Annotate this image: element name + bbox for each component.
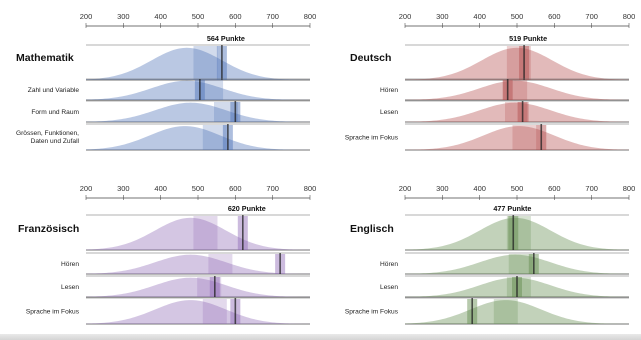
distribution-area [405, 300, 629, 324]
axis-tick-label: 600 [229, 12, 242, 21]
subject-chart-0: 200 300 400 500 600 700 800 Zahl und Variable Fo… [16, 12, 317, 151]
central-band [193, 46, 218, 80]
axis-tick-label: 800 [623, 184, 636, 193]
axis-tick-label: 200 [399, 184, 412, 193]
distribution-area [86, 80, 310, 100]
axis-tick-label: 200 [80, 184, 93, 193]
distribution-area [405, 254, 629, 274]
row-label: Zahl und Variable [28, 87, 80, 94]
subject-title: Französisch [18, 223, 79, 235]
central-band [193, 216, 218, 250]
axis-tick-label: 400 [473, 184, 486, 193]
axis-tick-label: 600 [548, 12, 561, 21]
row-label: Lesen [380, 109, 398, 116]
distribution-area [86, 300, 310, 324]
distribution-area [405, 102, 629, 122]
central-band [506, 216, 531, 250]
bottom-shadow [0, 334, 641, 340]
central-band [508, 254, 533, 274]
score-label: 477 Punkte [493, 204, 531, 213]
distribution-area [405, 126, 629, 150]
distribution-area [405, 47, 629, 80]
central-band [493, 299, 518, 324]
central-band [503, 80, 528, 100]
subject-chart-2: 200 300 400 500 600 700 800 Hören Lesen Sprache i… [18, 184, 317, 325]
distribution-area [86, 217, 310, 250]
axis-tick-label: 700 [585, 12, 598, 21]
subject-chart-1: 200 300 400 500 600 700 800 Hören Lesen Sprache i… [345, 12, 636, 151]
axis-tick-label: 600 [548, 184, 561, 193]
row-label: Form und Raum [31, 109, 79, 116]
row-label: Sprache im Fokus [345, 309, 399, 316]
distribution-area [86, 47, 310, 80]
central-band [506, 46, 531, 80]
central-band [199, 80, 224, 100]
axis-tick-label: 700 [585, 184, 598, 193]
axis-tick-label: 700 [266, 184, 279, 193]
distribution-area [405, 80, 629, 100]
axis-tick-label: 300 [436, 184, 449, 193]
axis-tick-label: 700 [266, 12, 279, 21]
axis-tick-label: 800 [304, 12, 317, 21]
score-label: 564 Punkte [207, 34, 245, 43]
subject-title: Mathematik [16, 52, 74, 64]
axis-tick-label: 500 [192, 12, 205, 21]
axis-tick-label: 600 [229, 184, 242, 193]
axis-tick-label: 300 [436, 12, 449, 21]
central-band [506, 277, 531, 297]
row-label: Grössen, Funktionen, Daten und Zufall [16, 130, 80, 145]
central-band [202, 299, 227, 324]
axis-tick-label: 300 [117, 184, 130, 193]
row-label: Lesen [380, 284, 398, 291]
row-label: Hören [380, 87, 398, 94]
axis-tick-label: 400 [154, 184, 167, 193]
axis-tick-label: 200 [399, 12, 412, 21]
subject-title: Deutsch [350, 52, 391, 64]
row-label: Sprache im Fokus [26, 309, 80, 316]
row-label: Hören [61, 261, 79, 268]
score-label: 620 Punkte [228, 204, 266, 213]
row-label: Lesen [61, 284, 79, 291]
distribution-area [86, 254, 310, 274]
axis-tick-label: 400 [154, 12, 167, 21]
axis-tick-label: 500 [192, 184, 205, 193]
axis-tick-label: 500 [511, 184, 524, 193]
axis-tick-label: 400 [473, 12, 486, 21]
row-label: Hören [380, 261, 398, 268]
axis-tick-label: 500 [511, 12, 524, 21]
distribution-area [86, 126, 310, 150]
central-band [202, 125, 227, 150]
distribution-area [86, 102, 310, 122]
axis-tick-label: 300 [117, 12, 130, 21]
distribution-area [405, 217, 629, 250]
central-band [208, 254, 233, 274]
axis-tick-label: 200 [80, 12, 93, 21]
score-label: 519 Punkte [509, 34, 547, 43]
central-band [512, 125, 537, 150]
row-label: Sprache im Fokus [345, 135, 399, 142]
distribution-area [86, 277, 310, 297]
axis-tick-label: 800 [623, 12, 636, 21]
central-band [214, 102, 238, 122]
subject-chart-3: 200 300 400 500 600 700 800 Hören Lesen Sprache i… [345, 184, 636, 325]
axis-tick-label: 800 [304, 184, 317, 193]
subject-title: Englisch [350, 223, 394, 235]
